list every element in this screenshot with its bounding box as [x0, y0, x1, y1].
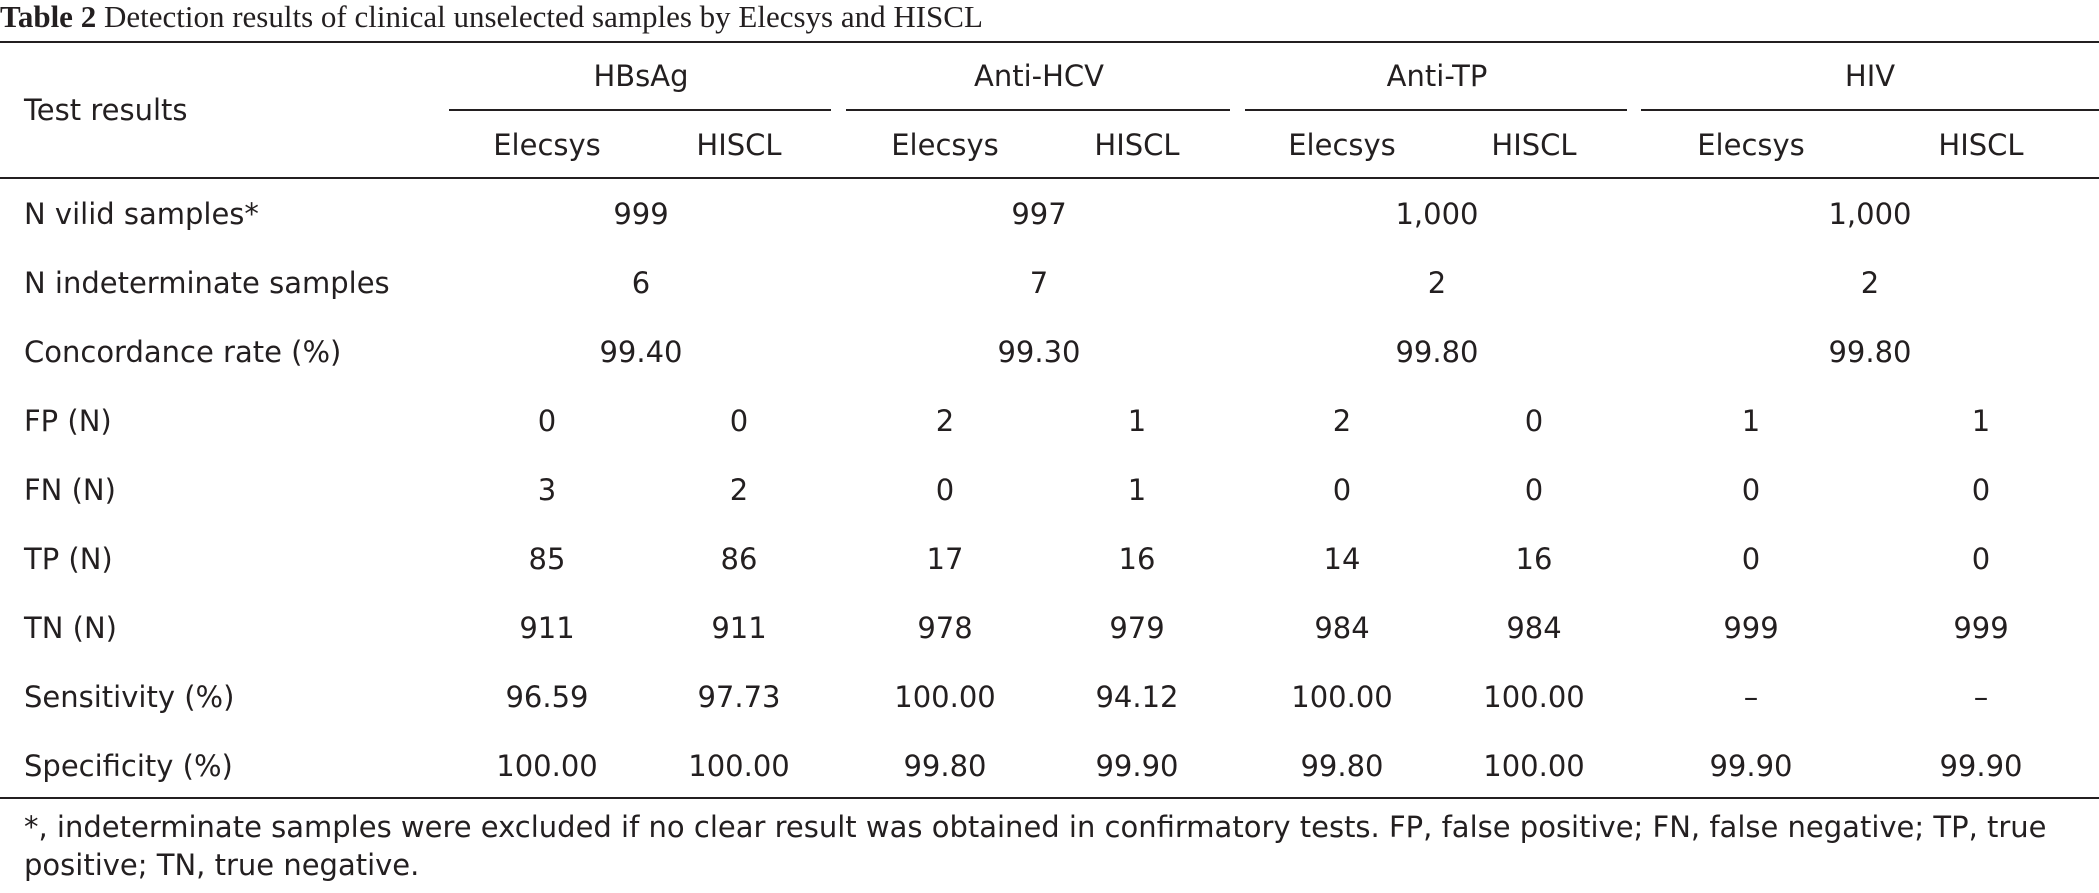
- table-cell: 99.80: [1828, 335, 1912, 369]
- table-cell: 100.00: [1483, 680, 1585, 714]
- group-header-anti-hcv: Anti-HCV: [973, 59, 1105, 93]
- table-cell: 99.80: [903, 749, 987, 783]
- table-cell: 979: [1109, 611, 1165, 645]
- table-cell: 0: [1332, 473, 1352, 507]
- row-label: N indeterminate samples: [24, 266, 390, 300]
- table-cell: 999: [1953, 611, 2009, 645]
- group-rule-anti-hcv: [846, 109, 1230, 111]
- table-cell: 16: [1118, 542, 1156, 576]
- row-label: TN (N): [24, 611, 117, 645]
- row-label: N vilid samples*: [24, 197, 259, 231]
- table-footnote: *, indeterminate samples were excluded i…: [24, 810, 2047, 882]
- table-cell: 1: [1127, 404, 1147, 438]
- group-rule-hiv: [1641, 109, 2099, 111]
- subheader-elecsys: Elecsys: [1288, 128, 1396, 162]
- table-cell: –: [1743, 680, 1759, 714]
- table-cell: –: [1973, 680, 1989, 714]
- subheader-hiscl: HISCL: [1491, 128, 1577, 162]
- table-cell: 96.59: [505, 680, 589, 714]
- table-cell: 100.00: [894, 680, 996, 714]
- table-cell: 100.00: [1483, 749, 1585, 783]
- row-label: Sensitivity (%): [24, 680, 235, 714]
- table-cell: 0: [1971, 542, 1991, 576]
- table-cell: 0: [1524, 473, 1544, 507]
- table-cell: 1: [1127, 473, 1147, 507]
- table-cell: 99.30: [997, 335, 1081, 369]
- table-cell: 3: [537, 473, 557, 507]
- table-cell: 86: [720, 542, 758, 576]
- table-cell: 99.90: [1709, 749, 1793, 783]
- table-cell: 14: [1323, 542, 1361, 576]
- table-cell: 6: [631, 266, 651, 300]
- group-header-hiv: HIV: [1844, 59, 1896, 93]
- row-label: Specificity (%): [24, 749, 233, 783]
- table-cell: 984: [1506, 611, 1562, 645]
- subheader-elecsys: Elecsys: [891, 128, 999, 162]
- table-cell: 0: [1741, 542, 1761, 576]
- subheader-hiscl: HISCL: [696, 128, 782, 162]
- table-cell: 97.73: [697, 680, 781, 714]
- row-label: Concordance rate (%): [24, 335, 342, 369]
- table-cell: 1: [1741, 404, 1761, 438]
- table-cell: 1,000: [1395, 197, 1479, 231]
- table-cell: 100.00: [496, 749, 598, 783]
- table-top-rule: [0, 41, 2099, 43]
- table-cell: 0: [729, 404, 749, 438]
- table-cell: 2: [729, 473, 749, 507]
- table-cell: 999: [1723, 611, 1779, 645]
- group-header-hbsag: HBsAg: [593, 59, 689, 93]
- subheader-hiscl: HISCL: [1938, 128, 2024, 162]
- group-rule-anti-tp: [1245, 109, 1627, 111]
- subheader-elecsys: Elecsys: [1697, 128, 1805, 162]
- table-cell: 2: [935, 404, 955, 438]
- table-cell: 0: [537, 404, 557, 438]
- table-cell: 911: [519, 611, 575, 645]
- group-header-anti-tp: Anti-TP: [1386, 59, 1488, 93]
- table-cell: 85: [528, 542, 566, 576]
- table-cell: 17: [926, 542, 964, 576]
- group-rule-hbsag: [449, 109, 831, 111]
- table-cell: 984: [1314, 611, 1370, 645]
- table-cell: 1: [1971, 404, 1991, 438]
- table-cell: 99.90: [1095, 749, 1179, 783]
- table-cell: 99.80: [1395, 335, 1479, 369]
- table-cell: 100.00: [1291, 680, 1393, 714]
- table-cell: 7: [1029, 266, 1049, 300]
- table-cell: 911: [711, 611, 767, 645]
- table-cell: 0: [1524, 404, 1544, 438]
- table-cell: 100.00: [688, 749, 790, 783]
- table-caption-title: Detection results of clinical unselected…: [103, 0, 983, 34]
- row-label: TP (N): [24, 542, 113, 576]
- table-cell: 94.12: [1095, 680, 1179, 714]
- table-cell: 99.40: [599, 335, 683, 369]
- table-cell: 16: [1515, 542, 1553, 576]
- table-cell: 2: [1332, 404, 1352, 438]
- table-cell: 0: [1741, 473, 1761, 507]
- row-label: FP (N): [24, 404, 112, 438]
- row-label: FN (N): [24, 473, 116, 507]
- header-bottom-rule: [0, 177, 2099, 179]
- table-caption-label: Table 2: [0, 0, 97, 34]
- table-cell: 0: [1971, 473, 1991, 507]
- stub-header: Test results: [24, 93, 188, 127]
- table-cell: 0: [935, 473, 955, 507]
- table-cell: 1,000: [1828, 197, 1912, 231]
- table-bottom-rule: [0, 797, 2099, 799]
- table-cell: 2: [1427, 266, 1447, 300]
- table-cell: 99.80: [1300, 749, 1384, 783]
- table-cell: 997: [1011, 197, 1067, 231]
- subheader-elecsys: Elecsys: [493, 128, 601, 162]
- table-caption: Table 2 Detection results of clinical un…: [0, 0, 983, 38]
- table-cell: 999: [613, 197, 669, 231]
- table-cell: 978: [917, 611, 973, 645]
- table-cell: 2: [1860, 266, 1880, 300]
- subheader-hiscl: HISCL: [1094, 128, 1180, 162]
- table-cell: 99.90: [1939, 749, 2023, 783]
